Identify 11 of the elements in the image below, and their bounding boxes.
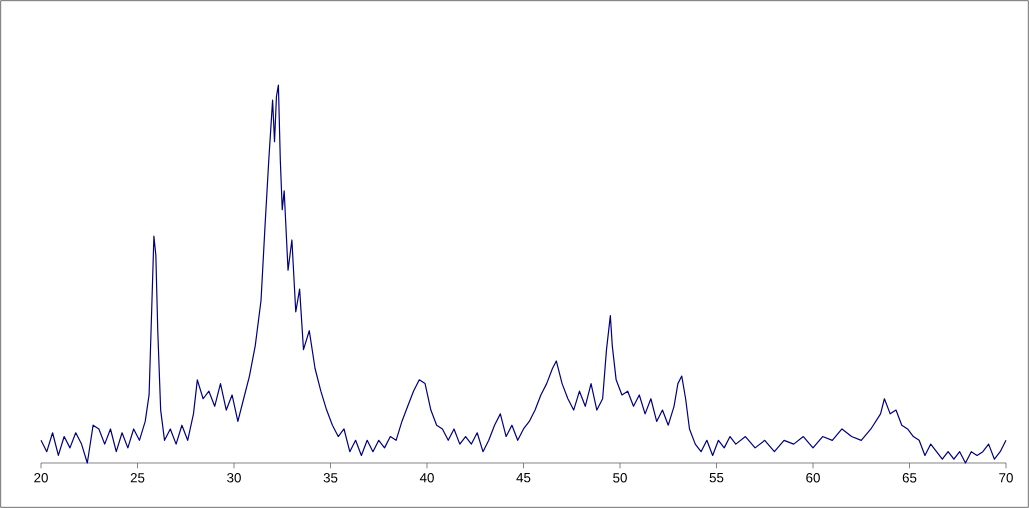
x-tick-label: 30 xyxy=(227,473,241,483)
x-tick-label: 70 xyxy=(999,473,1013,483)
x-tick-label: 25 xyxy=(130,473,145,483)
x-tick-label: 50 xyxy=(613,473,627,483)
x-tick-label: 55 xyxy=(709,473,724,483)
x-tick-label: 40 xyxy=(419,473,434,483)
x-tick-label: 65 xyxy=(902,473,917,483)
x-tick-label: 35 xyxy=(323,473,338,483)
x-tick-label: 45 xyxy=(516,473,531,483)
x-tick-label: 60 xyxy=(806,473,820,483)
x-tick-label: 20 xyxy=(34,473,48,483)
